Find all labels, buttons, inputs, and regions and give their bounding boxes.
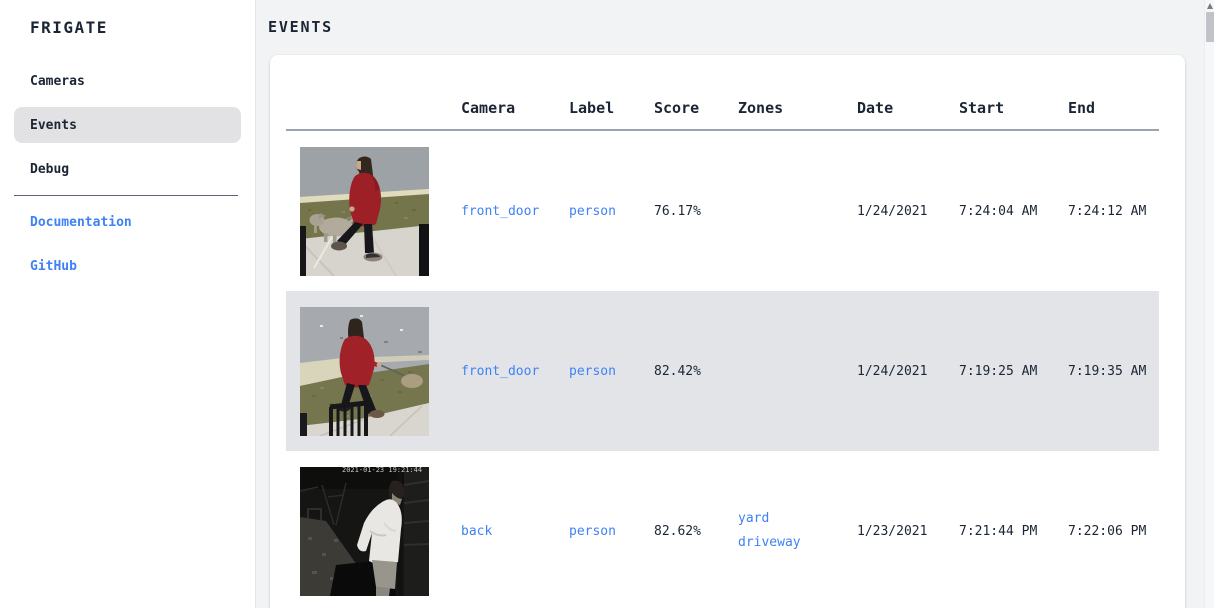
page-title: EVENTS — [268, 18, 333, 36]
sidebar-link-github[interactable]: GitHub — [14, 248, 241, 284]
zone-link[interactable]: yard — [738, 511, 770, 526]
end-time-value: 7:24:12 AM — [1068, 203, 1147, 219]
sidebar-item-label: Debug — [30, 161, 70, 177]
sidebar-item-cameras[interactable]: Cameras — [14, 63, 241, 99]
events-table-body: front_door person 76.17% 1/24/2021 7:24:… — [286, 131, 1159, 608]
column-header-label: Label — [569, 99, 615, 117]
label-link[interactable]: person — [569, 523, 616, 539]
date-value: 1/24/2021 — [857, 203, 928, 219]
sidebar-link-documentation[interactable]: Documentation — [14, 204, 241, 240]
camera-link[interactable]: front_door — [461, 203, 540, 219]
label-link[interactable]: person — [569, 203, 616, 219]
sidebar-divider — [14, 195, 238, 196]
event-thumbnail[interactable] — [300, 146, 429, 276]
start-time-value: 7:19:25 AM — [959, 363, 1038, 379]
event-thumbnail[interactable]: 2021-01-23 19:21:44 — [300, 466, 429, 596]
event-row[interactable]: 2021-01-23 19:21:44 back person 82.62% y… — [286, 451, 1159, 608]
sidebar-item-events[interactable]: Events — [14, 107, 241, 143]
scrollbar-thumb[interactable] — [1206, 12, 1214, 42]
end-time-value: 7:19:35 AM — [1068, 363, 1147, 379]
scroll-up-arrow-icon[interactable] — [1206, 3, 1213, 9]
sidebar: FRIGATE Cameras Events Debug Documentati… — [0, 0, 255, 608]
date-value: 1/23/2021 — [857, 523, 928, 539]
event-row[interactable]: front_door person 82.42% 1/24/2021 7:19:… — [286, 291, 1159, 451]
start-time-value: 7:21:44 PM — [959, 523, 1038, 539]
column-header-end: End — [1068, 99, 1096, 117]
sidebar-item-label: Cameras — [30, 73, 85, 89]
column-header-zones: Zones — [738, 99, 784, 117]
app-logo[interactable]: FRIGATE — [30, 18, 108, 37]
zones-cell: yard driveway — [738, 507, 857, 555]
column-header-camera: Camera — [461, 99, 516, 117]
page-scrollbar[interactable] — [1204, 0, 1214, 608]
score-value: 76.17% — [654, 203, 701, 219]
zone-link[interactable]: driveway — [738, 535, 801, 550]
svg-text:2021-01-23 19:21:44: 2021-01-23 19:21:44 — [342, 467, 422, 474]
column-header-date: Date — [857, 99, 894, 117]
events-card: Camera Label Score Zones Date Start End front_… — [270, 55, 1185, 608]
column-header-thumbnail — [286, 117, 461, 129]
sidebar-item-label: Events — [30, 117, 77, 133]
sidebar-nav: Cameras Events Debug Documentation GitHu… — [0, 63, 255, 284]
sidebar-item-debug[interactable]: Debug — [14, 151, 241, 187]
column-header-score: Score — [654, 99, 700, 117]
camera-link[interactable]: front_door — [461, 363, 540, 379]
external-links: Documentation GitHub — [0, 204, 255, 284]
event-row[interactable]: front_door person 76.17% 1/24/2021 7:24:… — [286, 131, 1159, 291]
label-link[interactable]: person — [569, 363, 616, 379]
score-value: 82.42% — [654, 363, 701, 379]
sidebar-item-label: GitHub — [30, 258, 77, 274]
main-content: EVENTS Camera Label Score Zones Date Start End… — [255, 0, 1204, 608]
score-value: 82.62% — [654, 523, 701, 539]
column-header-start: Start — [959, 99, 1005, 117]
end-time-value: 7:22:06 PM — [1068, 523, 1147, 539]
nav-list: Cameras Events Debug — [0, 63, 255, 187]
table-header: Camera Label Score Zones Date Start End — [286, 55, 1159, 131]
sidebar-item-label: Documentation — [30, 214, 132, 230]
camera-link[interactable]: back — [461, 523, 493, 539]
date-value: 1/24/2021 — [857, 363, 928, 379]
start-time-value: 7:24:04 AM — [959, 203, 1038, 219]
event-thumbnail[interactable] — [300, 306, 429, 436]
